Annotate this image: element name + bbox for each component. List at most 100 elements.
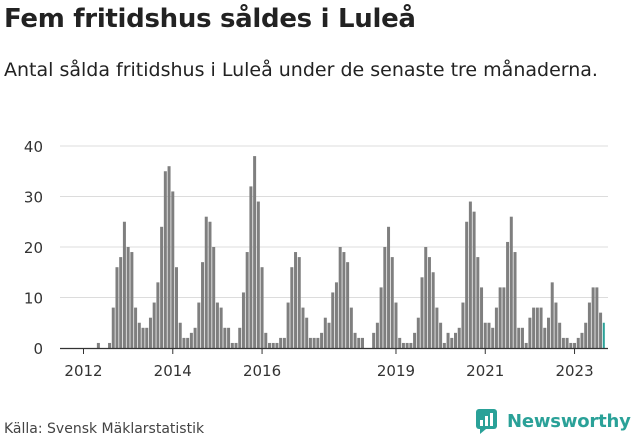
bar	[468, 201, 472, 348]
bar	[539, 307, 543, 348]
bar	[454, 332, 457, 348]
bar	[558, 322, 562, 348]
bar	[279, 337, 283, 348]
bar	[227, 327, 231, 348]
bar	[427, 257, 431, 348]
bar	[450, 337, 454, 348]
bar	[126, 247, 130, 348]
bar	[424, 247, 428, 348]
bar	[602, 322, 605, 348]
bar	[215, 302, 219, 348]
bar	[301, 307, 305, 348]
bar	[163, 171, 167, 348]
bar	[394, 302, 398, 348]
bar-chart: 0 10 20 30 40 2012 2014 2016 2019 2021 2023 5	[24, 0, 620, 380]
y-tick-label: 10	[24, 290, 43, 308]
bar	[591, 287, 595, 348]
bar	[212, 247, 216, 348]
chart-subtitle: Antal sålda fritidshus i Luleå under de …	[4, 59, 598, 81]
bar	[331, 292, 335, 348]
bar	[465, 221, 469, 348]
bar	[268, 342, 271, 348]
bar	[513, 252, 517, 348]
bar	[461, 302, 465, 348]
y-tick-label: 0	[33, 340, 43, 358]
bar	[413, 332, 417, 348]
bar	[494, 307, 498, 348]
bar	[316, 337, 320, 348]
bar	[383, 247, 387, 348]
bar	[405, 342, 409, 348]
brand-logo[interactable]: Newsworthy	[476, 409, 631, 434]
bar	[230, 342, 234, 348]
bar	[219, 307, 223, 348]
bar	[223, 327, 227, 348]
bar	[297, 257, 301, 348]
bar	[323, 317, 327, 348]
y-tick-label: 30	[24, 189, 43, 207]
bar	[387, 226, 391, 348]
bar	[379, 287, 383, 348]
bar	[554, 302, 558, 348]
bar	[320, 332, 324, 348]
bar	[565, 337, 569, 348]
bar	[119, 257, 123, 348]
bar	[260, 267, 264, 348]
bar	[253, 156, 257, 348]
bar	[528, 317, 532, 348]
bar	[506, 241, 510, 348]
bar	[498, 287, 502, 348]
bar	[509, 216, 513, 348]
bar	[312, 337, 316, 348]
bar	[584, 322, 588, 348]
bar	[234, 342, 238, 348]
bar	[476, 257, 480, 348]
bar	[152, 302, 156, 348]
bar	[201, 262, 205, 348]
bar	[561, 337, 565, 348]
bar	[420, 277, 424, 348]
bar	[96, 342, 100, 348]
bar	[249, 186, 253, 348]
bar	[547, 317, 550, 348]
annotation: 5	[610, 0, 620, 4]
source-note: Källa: Svensk Mäklarstatistik	[4, 421, 205, 437]
bar	[294, 252, 298, 348]
bar	[491, 327, 495, 348]
bar	[520, 327, 524, 348]
bar	[487, 322, 491, 348]
grid-lines	[60, 145, 608, 298]
bar	[472, 211, 476, 348]
bar	[156, 282, 160, 348]
bar	[271, 342, 275, 348]
bar	[193, 327, 197, 348]
bar	[349, 307, 353, 348]
bar	[353, 332, 357, 348]
bar	[134, 307, 138, 348]
x-tick-label: 2023	[555, 362, 593, 380]
bar	[108, 342, 112, 348]
chart-title: Fem fritidshus såldes i Luleå	[4, 4, 416, 34]
bar	[275, 342, 279, 348]
bar	[346, 262, 350, 348]
bar	[175, 267, 178, 348]
bar	[342, 252, 346, 348]
bar	[204, 216, 208, 348]
bar	[327, 322, 331, 348]
bar	[286, 302, 290, 348]
bar	[398, 337, 402, 348]
bar	[524, 342, 528, 348]
bar	[442, 342, 446, 348]
bar	[480, 287, 484, 348]
bar	[599, 312, 603, 348]
bar	[141, 327, 145, 348]
bar	[197, 302, 201, 348]
bar	[535, 307, 539, 348]
bar	[115, 267, 119, 348]
bar	[111, 307, 115, 348]
bar	[357, 337, 361, 348]
bar	[550, 282, 554, 348]
bar	[517, 327, 521, 348]
bar	[502, 287, 506, 348]
bar	[186, 337, 190, 348]
